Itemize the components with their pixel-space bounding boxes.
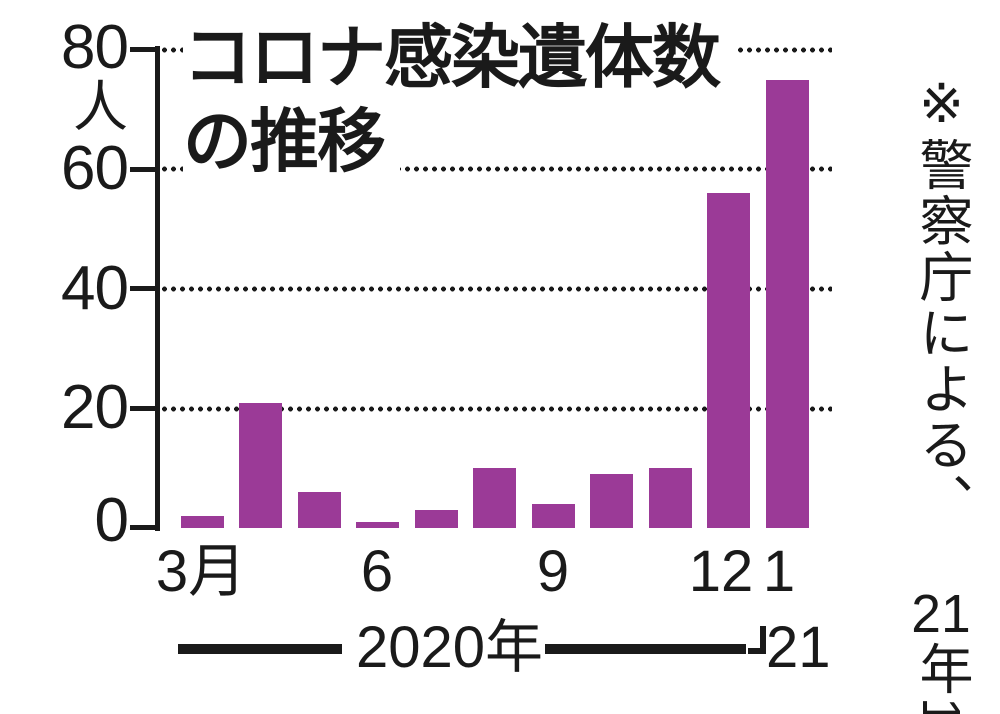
year-label-21: 21 <box>766 615 831 680</box>
x-axis-label-9: 9 <box>536 539 570 604</box>
year-boundary-mark <box>748 626 766 654</box>
gridline-20 <box>160 406 832 412</box>
bar-2020年5月 <box>297 492 341 528</box>
y-axis-label-0: 0 <box>94 486 129 555</box>
x-axis-label-6: 6 <box>360 539 394 604</box>
x-axis-label-3gatsu: 3月 <box>155 539 247 604</box>
bar-2020年11月 <box>648 468 692 528</box>
bar-2020年7月 <box>414 510 458 528</box>
y-tick-40 <box>130 286 157 291</box>
y-axis-line <box>155 46 160 531</box>
source-note: ※警察庁による、 21年1月は20日時点 <box>909 72 972 714</box>
gridline-40 <box>160 286 832 292</box>
y-axis-label-20: 20 <box>61 373 129 442</box>
x-axis-label-12: 12 <box>688 539 754 604</box>
y-tick-80 <box>130 47 157 52</box>
year-label-2020: 2020年 <box>356 615 544 680</box>
bar-2020年8月 <box>473 468 516 528</box>
y-axis-label-60: 60 <box>61 134 129 203</box>
x-axis-label-1: 1 <box>762 539 796 604</box>
note-year-number: 21 <box>911 587 971 641</box>
bar-2020年12月 <box>707 193 750 528</box>
year-range-line-left <box>178 644 342 654</box>
gridline-60 <box>160 166 832 172</box>
source-note-column1: ※警察庁による、 <box>911 72 971 529</box>
bar-2020年10月 <box>590 474 633 528</box>
chart-title-line1: コロナ感染遺体数 <box>183 20 735 98</box>
bar-2021年1月 <box>765 80 809 528</box>
source-note-column2: 21年1月は20日時点 <box>911 587 971 714</box>
y-axis-unit: 人 <box>72 76 128 138</box>
y-tick-60 <box>130 167 157 172</box>
y-axis-label-40: 40 <box>61 254 129 323</box>
y-tick-20 <box>130 406 157 411</box>
bar-2020年6月 <box>356 522 399 528</box>
year-range-line-right <box>545 644 746 654</box>
chart-title-line2: の推移 <box>183 104 400 182</box>
y-axis-label-80: 80 <box>61 13 129 82</box>
bar-2020年3月 <box>180 516 224 528</box>
y-tick-0 <box>130 525 157 530</box>
bar-2020年9月 <box>531 504 575 528</box>
bar-2020年4月 <box>239 403 282 528</box>
